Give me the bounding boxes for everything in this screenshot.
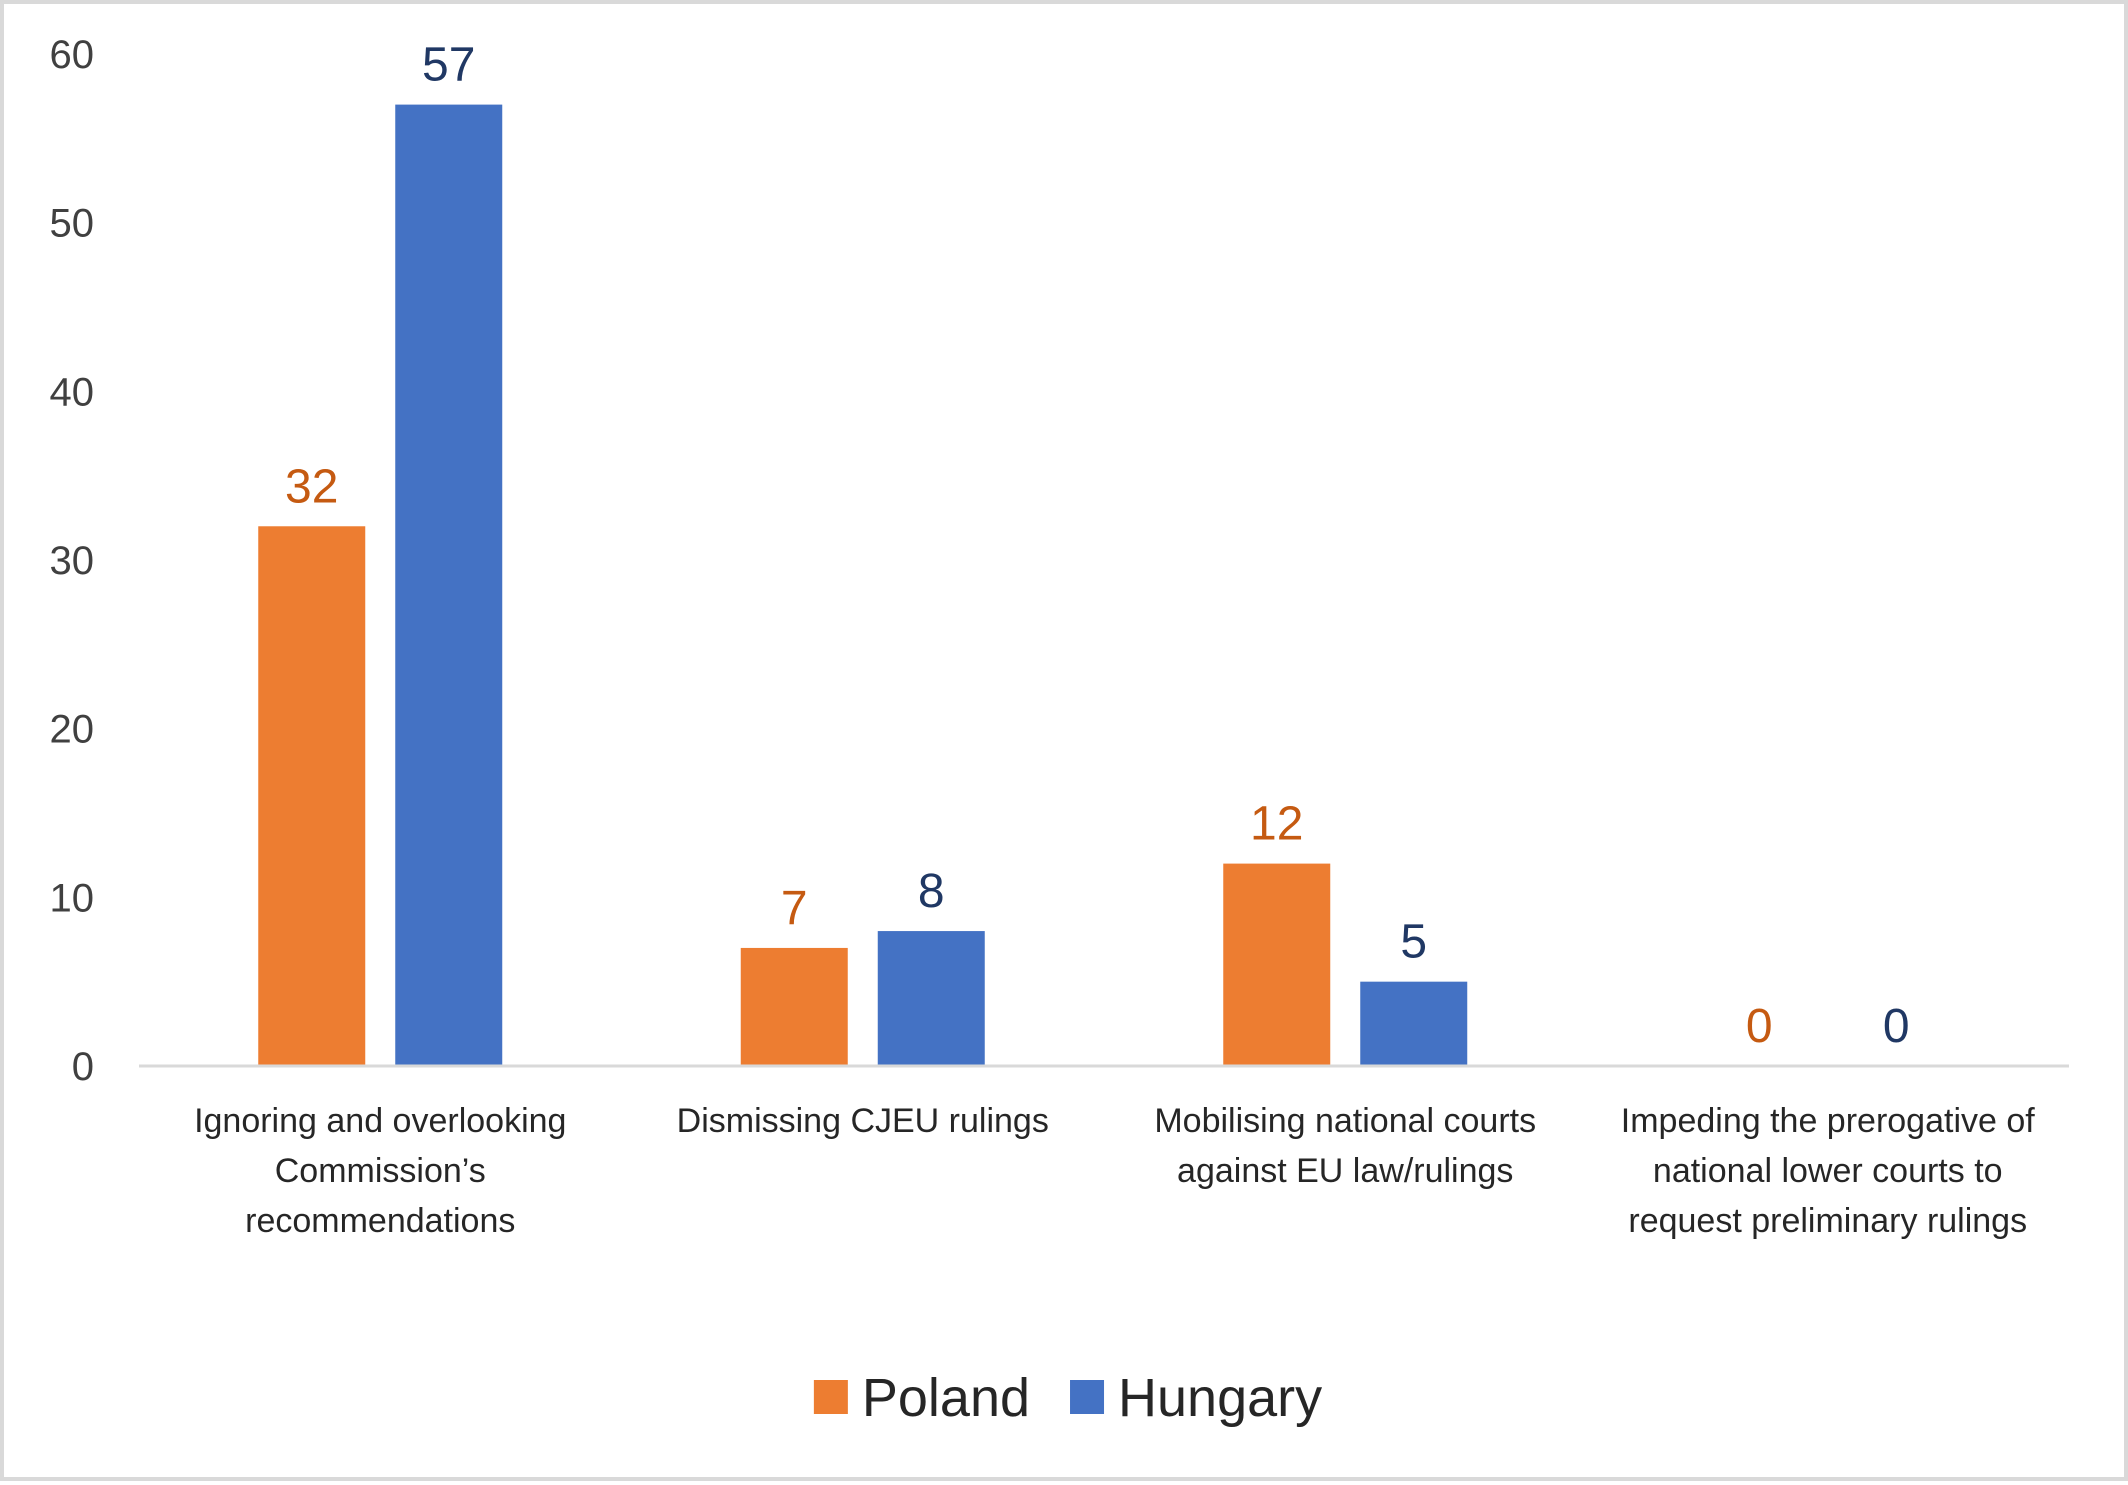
y-tick-label: 60: [50, 33, 95, 77]
data-labels: 32 57 7 8 12 5 0 0: [285, 39, 1910, 1053]
bar-poland-1: [258, 526, 366, 1066]
x-tick-label: Mobilising national courts against EU law…: [1154, 1102, 1536, 1190]
data-label-poland-1: 32: [285, 460, 338, 513]
x-tick-label: Dismissing CJEU rulings: [677, 1102, 1049, 1140]
legend-item-hungary: Hungary: [1070, 1368, 1322, 1428]
x-tick-label: Ignoring and overlooking Commission’s reco…: [194, 1102, 566, 1240]
y-tick-label: 50: [50, 202, 95, 246]
data-label-hungary-4: 0: [1883, 1000, 1910, 1053]
category-labels: Ignoring and overlooking Commission’s reco…: [194, 1102, 2035, 1240]
data-label-hungary-3: 5: [1400, 916, 1427, 969]
legend-label-hungary: Hungary: [1118, 1368, 1322, 1428]
bar-poland-2: [740, 947, 848, 1066]
bar-hungary-1: [395, 104, 503, 1067]
y-axis-ticks: 0 10 20 30 40 50 60: [50, 33, 95, 1089]
legend-swatch-poland: [813, 1380, 848, 1414]
bars: [258, 104, 1468, 1067]
y-tick-label: 0: [72, 1045, 94, 1089]
data-label-poland-2: 7: [781, 882, 808, 935]
bar-hungary-3: [1360, 981, 1468, 1066]
x-tick-label: Impeding the prerogative of national lowe…: [1621, 1102, 2035, 1240]
legend-swatch-hungary: [1070, 1380, 1105, 1414]
bar-poland-3: [1223, 863, 1331, 1066]
bar-hungary-2: [877, 931, 985, 1066]
y-tick-label: 40: [50, 370, 95, 414]
data-label-hungary-1: 57: [422, 39, 475, 92]
y-tick-label: 10: [50, 876, 95, 920]
data-label-hungary-2: 8: [918, 865, 945, 918]
data-label-poland-4: 0: [1746, 1000, 1773, 1053]
legend: Poland Hungary: [813, 1368, 1322, 1428]
y-tick-label: 30: [50, 539, 95, 583]
data-label-poland-3: 12: [1250, 798, 1303, 851]
legend-label-poland: Poland: [862, 1368, 1030, 1428]
y-tick-label: 20: [50, 708, 95, 752]
legend-item-poland: Poland: [813, 1368, 1030, 1428]
